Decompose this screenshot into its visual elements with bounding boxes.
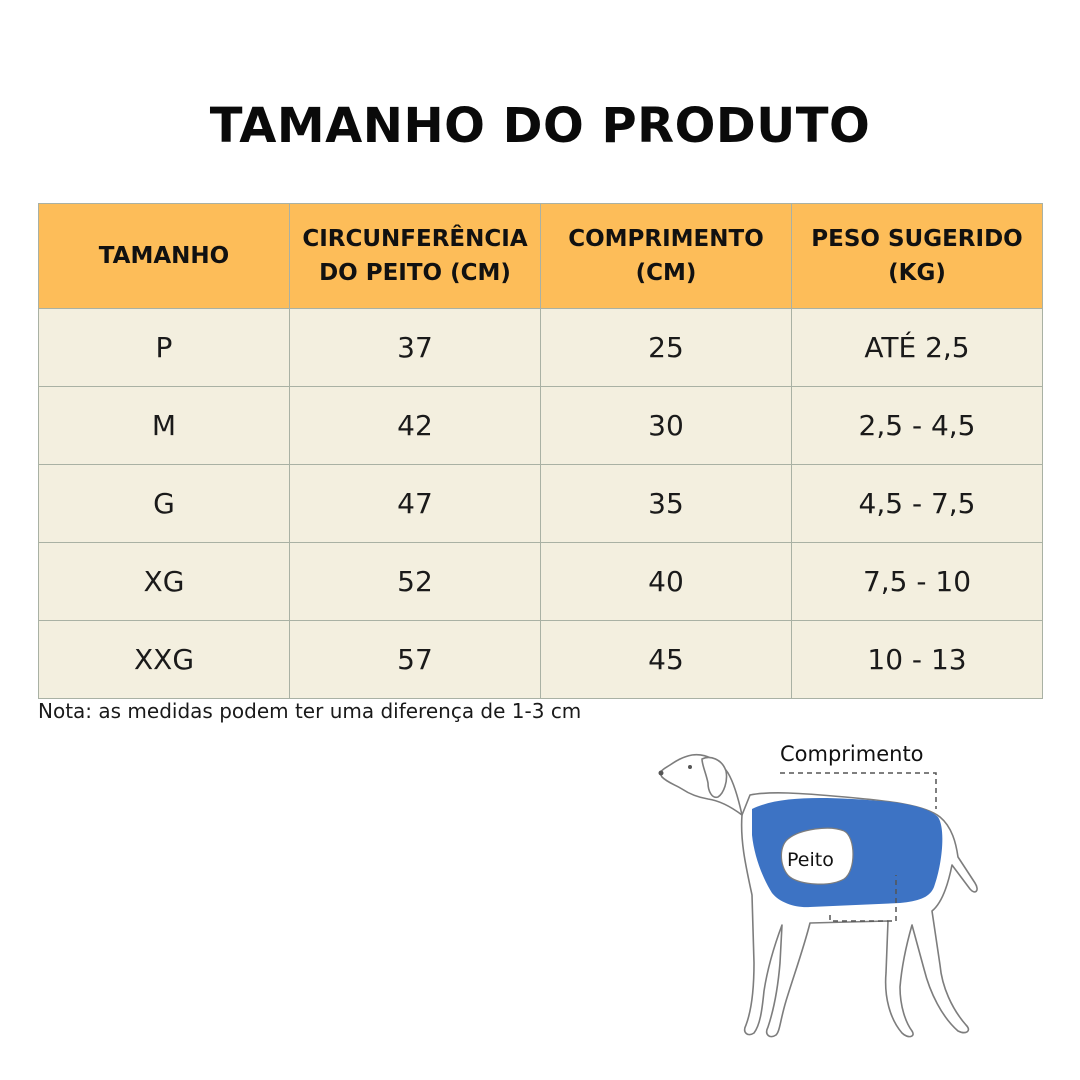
header-weight-line1: PESO SUGERIDO xyxy=(811,226,1023,252)
header-chest: CIRCUNFERÊNCIA DO PEITO (CM) xyxy=(289,203,541,309)
header-chest-line1: CIRCUNFERÊNCIA xyxy=(302,226,528,252)
table-header-row: TAMANHO CIRCUNFERÊNCIA DO PEITO (CM) COM… xyxy=(38,203,1043,309)
header-size: TAMANHO xyxy=(38,203,290,309)
measurement-lines xyxy=(780,772,937,922)
cell-chest: 42 xyxy=(289,386,541,465)
table-row: P 37 25 ATÉ 2,5 xyxy=(38,308,1043,387)
cell-weight: 4,5 - 7,5 xyxy=(791,464,1043,543)
cell-size: G xyxy=(38,464,290,543)
table-row: XXG 57 45 10 - 13 xyxy=(38,620,1043,699)
cell-weight: 7,5 - 10 xyxy=(791,542,1043,621)
cell-length: 25 xyxy=(540,308,792,387)
cell-length: 30 xyxy=(540,386,792,465)
cell-size: M xyxy=(38,386,290,465)
cell-chest: 47 xyxy=(289,464,541,543)
table-row: XG 52 40 7,5 - 10 xyxy=(38,542,1043,621)
header-weight-line2: (KG) xyxy=(888,260,946,286)
cell-length: 35 xyxy=(540,464,792,543)
chest-label: Peito xyxy=(787,849,834,871)
cell-length: 40 xyxy=(540,542,792,621)
measurement-note: Nota: as medidas podem ter uma diferença… xyxy=(38,699,582,723)
dog-eye xyxy=(688,765,692,769)
cell-weight: 10 - 13 xyxy=(791,620,1043,699)
chest-label-area xyxy=(780,827,854,885)
cell-weight: 2,5 - 4,5 xyxy=(791,386,1043,465)
table-row: M 42 30 2,5 - 4,5 xyxy=(38,386,1043,465)
header-weight: PESO SUGERIDO (KG) xyxy=(791,203,1043,309)
dog-nose xyxy=(658,770,664,776)
length-label: Comprimento xyxy=(780,742,924,766)
cell-weight: ATÉ 2,5 xyxy=(791,308,1043,387)
cell-size: XG xyxy=(38,542,290,621)
cell-chest: 37 xyxy=(289,308,541,387)
cell-length: 45 xyxy=(540,620,792,699)
page-title: TAMANHO DO PRODUTO xyxy=(209,98,871,154)
cell-chest: 52 xyxy=(289,542,541,621)
header-size-label: TAMANHO xyxy=(98,243,230,269)
header-length-line1: COMPRIMENTO xyxy=(568,226,764,252)
cell-size: XXG xyxy=(38,620,290,699)
dog-measurement-illustration: Comprimento Peito xyxy=(658,742,978,1038)
cell-chest: 57 xyxy=(289,620,541,699)
cell-size: P xyxy=(38,308,290,387)
table-row: G 47 35 4,5 - 7,5 xyxy=(38,464,1043,543)
header-length: COMPRIMENTO (CM) xyxy=(540,203,792,309)
header-length-line2: (CM) xyxy=(635,260,697,286)
size-table: TAMANHO CIRCUNFERÊNCIA DO PEITO (CM) COM… xyxy=(38,203,1043,699)
header-chest-line2: DO PEITO (CM) xyxy=(319,260,511,286)
